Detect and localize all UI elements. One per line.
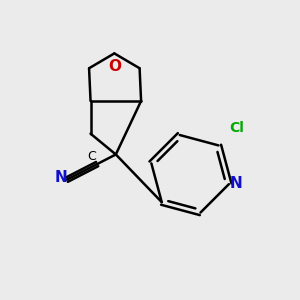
Text: O: O xyxy=(108,59,121,74)
Text: Cl: Cl xyxy=(229,121,244,134)
Text: N: N xyxy=(55,170,68,185)
Text: N: N xyxy=(230,176,243,191)
Text: C: C xyxy=(87,150,96,163)
